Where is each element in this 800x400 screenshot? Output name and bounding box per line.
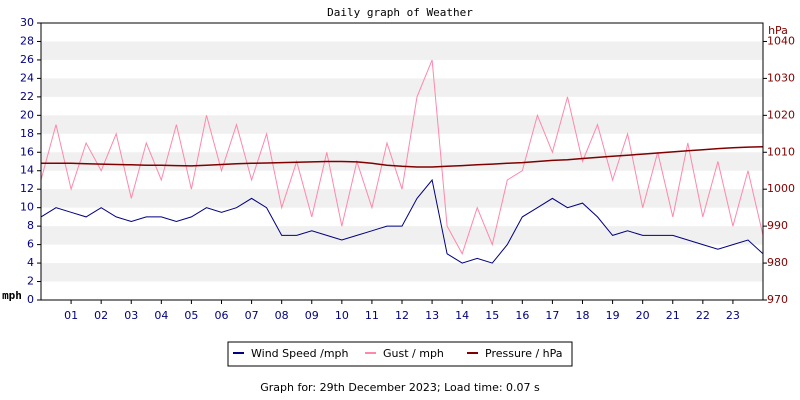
x-tick-label: 20	[636, 309, 650, 322]
x-tick-label: 12	[395, 309, 409, 322]
x-tick-label: 23	[726, 309, 740, 322]
legend-label: Pressure / hPa	[485, 347, 563, 360]
x-tick-label: 18	[576, 309, 590, 322]
y2-axis-label: hPa	[768, 24, 788, 37]
y-tick-label: 26	[20, 53, 34, 66]
chart-title: Daily graph of Weather	[327, 6, 473, 19]
y2-tick-label: 1020	[767, 108, 795, 121]
x-tick-label: 11	[365, 309, 379, 322]
x-tick-label: 07	[245, 309, 259, 322]
x-tick-label: 08	[275, 309, 289, 322]
y-tick-label: 6	[27, 238, 34, 251]
x-tick-label: 06	[215, 309, 229, 322]
y-tick-label: 20	[20, 108, 34, 121]
series-line	[41, 145, 764, 168]
x-tick-label: 13	[425, 309, 439, 322]
x-tick-label: 03	[124, 309, 138, 322]
y-tick-label: 30	[20, 16, 34, 29]
legend-label: Wind Speed /mph	[251, 347, 349, 360]
y-tick-label: 8	[27, 219, 34, 232]
grid-band	[41, 226, 763, 245]
y-tick-label: 12	[20, 182, 34, 195]
x-tick-label: 22	[696, 309, 710, 322]
x-tick-label: 01	[64, 309, 78, 322]
x-tick-label: 19	[606, 309, 620, 322]
x-tick-label: 09	[305, 309, 319, 322]
y-tick-label: 0	[27, 293, 34, 306]
y-tick-label: 18	[20, 127, 34, 140]
grid-band	[41, 78, 763, 97]
y-tick-label: 24	[20, 71, 34, 84]
y-tick-label: 4	[27, 256, 34, 269]
x-tick-label: 15	[485, 309, 499, 322]
x-tick-label: 16	[515, 309, 529, 322]
plot-border	[40, 22, 764, 301]
x-tick-label: 04	[154, 309, 168, 322]
y-tick-label: 10	[20, 201, 34, 214]
y2-tick-label: 1010	[767, 145, 795, 158]
y2-tick-label: 990	[767, 219, 788, 232]
y2-tick-label: 980	[767, 256, 788, 269]
grid-band	[41, 263, 763, 282]
y2-tick-label: 1030	[767, 71, 795, 84]
y-tick-label: 16	[20, 145, 34, 158]
grid-band	[41, 189, 763, 208]
y2-tick-label: 970	[767, 293, 788, 306]
y-tick-label: 22	[20, 90, 34, 103]
grid-band	[41, 152, 763, 171]
footer: Graph for: 29th December 2023; Load time…	[260, 381, 540, 394]
x-tick-label: 10	[335, 309, 349, 322]
x-tick-label: 21	[666, 309, 680, 322]
x-tick-label: 02	[94, 309, 108, 322]
legend-label: Gust / mph	[383, 347, 444, 360]
series-line	[40, 59, 764, 256]
x-tick-label: 17	[545, 309, 559, 322]
y2-tick-label: 1040	[767, 34, 795, 47]
y-axis-label: mph	[2, 289, 22, 302]
x-tick-label: 05	[184, 309, 198, 322]
legend-box	[227, 341, 573, 367]
x-tick-label: 14	[455, 309, 469, 322]
y-tick-label: 28	[20, 34, 34, 47]
y2-tick-label: 1000	[767, 182, 795, 195]
series-line	[40, 178, 764, 264]
y-tick-label: 14	[20, 164, 34, 177]
y-tick-label: 2	[27, 275, 34, 288]
grid-band	[41, 115, 763, 134]
grid-band	[41, 41, 763, 60]
